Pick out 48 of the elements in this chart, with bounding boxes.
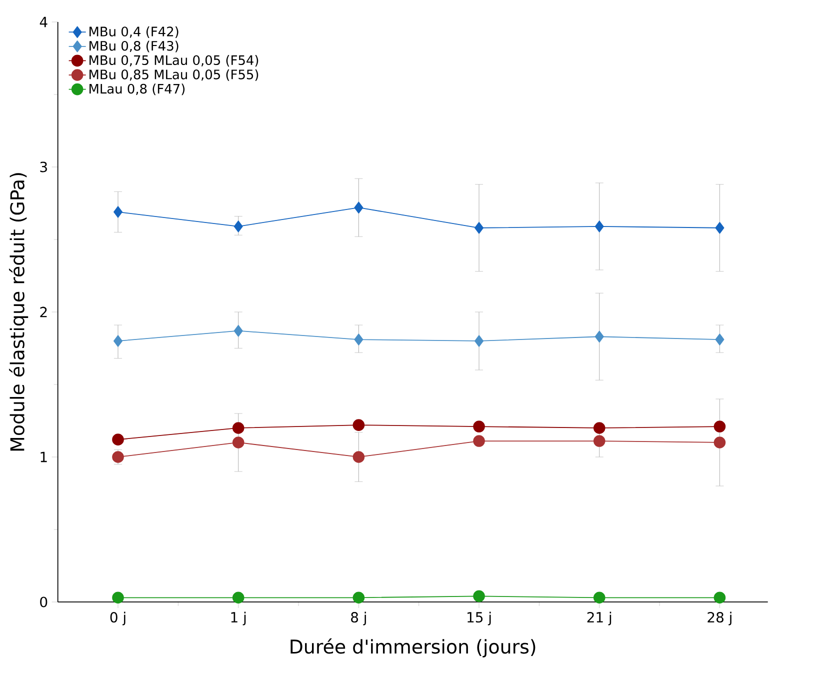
point bbox=[112, 434, 124, 446]
legend-label: MBu 0,4 (F42) bbox=[90, 26, 178, 38]
point bbox=[715, 222, 724, 234]
point bbox=[352, 419, 365, 431]
legend-label: MBu 0,85 MLau 0,05 (F55) bbox=[90, 69, 258, 81]
point bbox=[594, 330, 604, 343]
point bbox=[112, 592, 124, 604]
legend-label: MLau 0,8 (F47) bbox=[90, 84, 185, 96]
point bbox=[352, 592, 365, 604]
y-tick-label: 2 bbox=[40, 306, 47, 318]
point bbox=[234, 324, 243, 337]
point bbox=[112, 451, 124, 463]
point bbox=[593, 435, 606, 447]
point bbox=[714, 592, 726, 604]
point bbox=[715, 334, 724, 346]
point bbox=[113, 206, 123, 218]
x-axis-title: Durée d'immersion (jours) bbox=[290, 638, 536, 658]
point bbox=[234, 220, 243, 232]
point bbox=[354, 202, 364, 214]
point bbox=[593, 422, 606, 434]
legend-label: MBu 0,75 MLau 0,05 (F54) bbox=[90, 55, 258, 67]
x-tick-label: 21 j bbox=[587, 612, 612, 626]
point bbox=[593, 592, 606, 604]
point bbox=[473, 435, 485, 447]
point bbox=[354, 334, 364, 346]
point bbox=[594, 220, 604, 232]
point bbox=[714, 436, 726, 448]
point bbox=[232, 422, 244, 434]
y-tick-label: 1 bbox=[40, 452, 47, 462]
x-tick-label: 8 j bbox=[351, 612, 366, 626]
point bbox=[473, 590, 485, 602]
x-tick-label: 1 j bbox=[231, 612, 246, 626]
point bbox=[474, 222, 484, 234]
x-tick-label: 0 j bbox=[110, 612, 126, 626]
y-axis-title: Module élastique réduit (GPa) bbox=[9, 173, 28, 451]
point bbox=[473, 420, 485, 432]
y-tick-label: 4 bbox=[40, 16, 48, 28]
y-tick-label: 0 bbox=[40, 596, 48, 608]
point bbox=[113, 335, 123, 347]
x-tick-label: 15 j bbox=[468, 612, 491, 626]
y-tick-label: 3 bbox=[40, 162, 47, 172]
x-tick-label: 28 j bbox=[708, 612, 732, 626]
legend-label: MBu 0,8 (F43) bbox=[90, 40, 178, 52]
point bbox=[714, 420, 726, 432]
point bbox=[474, 335, 484, 347]
point bbox=[352, 451, 365, 463]
point bbox=[232, 592, 244, 604]
point bbox=[232, 436, 244, 448]
